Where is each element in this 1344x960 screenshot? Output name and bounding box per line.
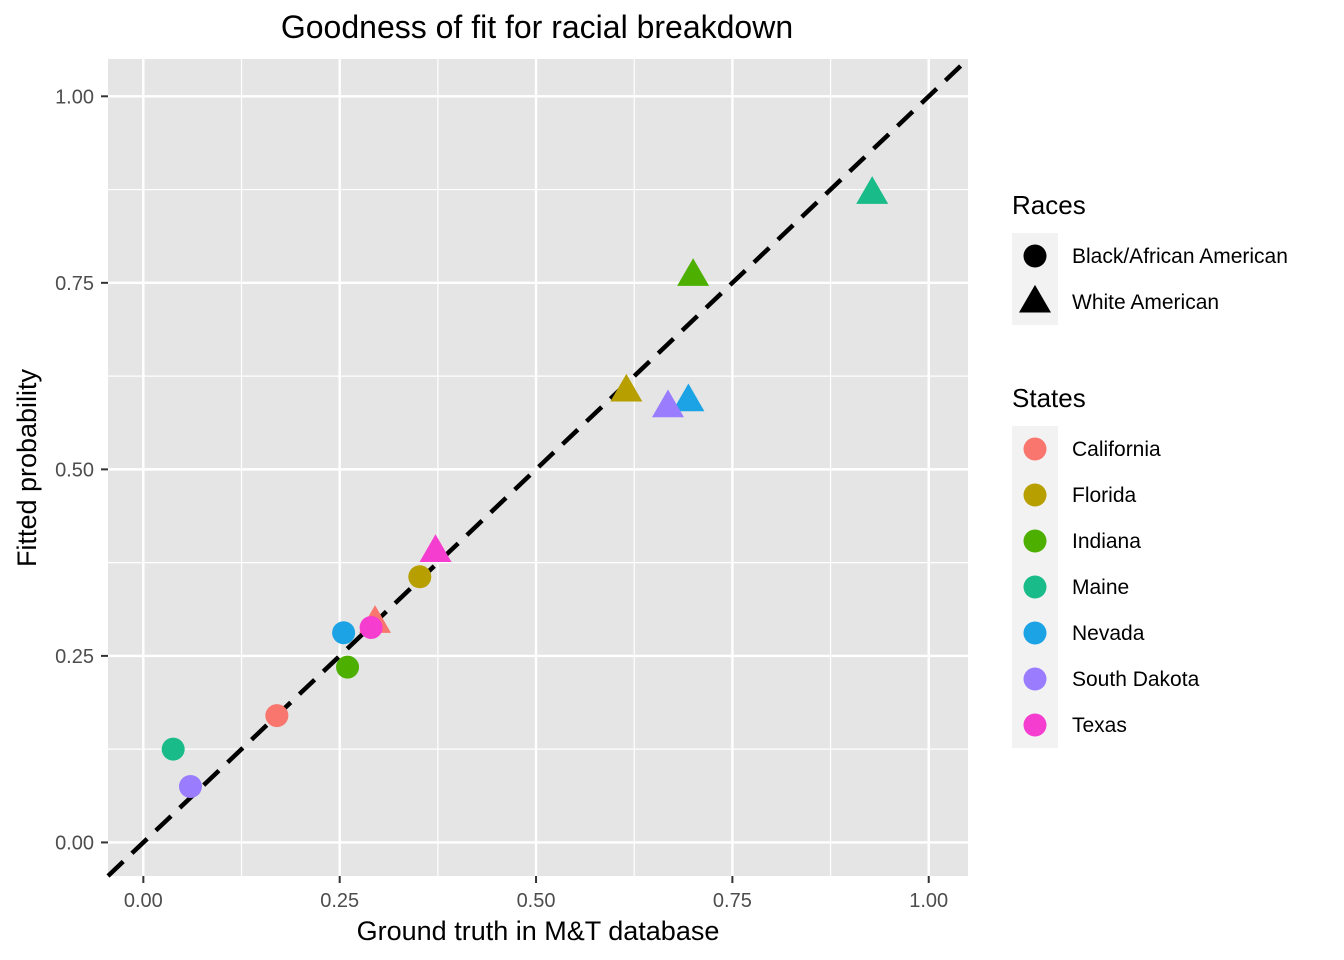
- legend-state-key: [1023, 621, 1047, 645]
- x-tick-label: 0.00: [124, 890, 163, 912]
- legend-races-label: White American: [1072, 291, 1219, 314]
- y-tick-label: 0.00: [55, 832, 94, 854]
- y-tick-label: 0.25: [55, 646, 94, 668]
- chart-title: Goodness of fit for racial breakdown: [281, 9, 793, 45]
- point-florida-black-african-american: [408, 565, 432, 589]
- legend-state-key: [1023, 437, 1047, 461]
- point-nevada-black-african-american: [332, 621, 356, 645]
- legend-races: Races Black/African American White Americ…: [1012, 190, 1288, 325]
- y-tick-label: 1.00: [55, 86, 94, 108]
- point-south-dakota-white-american: [651, 389, 684, 418]
- x-axis-title: Ground truth in M&T database: [357, 916, 720, 946]
- legend-state-key: [1023, 713, 1047, 737]
- point-texas-black-african-american: [359, 616, 383, 640]
- point-south-dakota-black-african-american: [178, 774, 202, 798]
- point-maine-black-african-american: [161, 737, 185, 761]
- y-tick-label: 0.50: [55, 459, 94, 481]
- point-nevada-white-american: [672, 383, 705, 412]
- point-indiana-white-american: [677, 258, 710, 286]
- legend-state-key: [1023, 667, 1047, 691]
- x-tick-label: 1.00: [909, 890, 948, 912]
- data-points: [161, 176, 889, 798]
- point-indiana-black-african-american: [336, 655, 360, 679]
- legend-state-key: [1023, 529, 1047, 553]
- legend-state-key: [1023, 483, 1047, 507]
- y-axis-title: Fitted probability: [12, 368, 42, 567]
- legend-state-label: Indiana: [1072, 530, 1141, 553]
- y-axis-ticks: 0.00 0.25 0.50 0.75 1.00: [55, 86, 108, 854]
- legend-circle-key: [1023, 244, 1047, 268]
- point-california-black-african-american: [265, 704, 289, 728]
- legend-state-label: Nevada: [1072, 622, 1145, 645]
- legend-states-title: States: [1012, 383, 1086, 413]
- x-tick-label: 0.75: [713, 890, 752, 912]
- plot-panel: [108, 59, 968, 876]
- minor-gridlines: [108, 59, 968, 876]
- legend-state-label: Texas: [1072, 714, 1127, 737]
- y-tick-label: 0.75: [55, 273, 94, 295]
- x-tick-label: 0.25: [320, 890, 359, 912]
- x-tick-label: 0.50: [517, 890, 556, 912]
- point-florida-white-american: [610, 373, 643, 402]
- x-axis-ticks: 0.00 0.25 0.50 0.75 1.00: [124, 876, 948, 912]
- point-texas-white-american: [419, 534, 452, 562]
- legend-states: States California Florida Indiana Maine Neva…: [1012, 383, 1200, 748]
- legend-state-key: [1023, 575, 1047, 599]
- point-maine-white-american: [856, 176, 889, 204]
- legend-races-title: Races: [1012, 190, 1086, 220]
- legend-state-label: Maine: [1072, 576, 1129, 599]
- legend-state-label: California: [1072, 438, 1161, 461]
- legend-races-label: Black/African American: [1072, 245, 1288, 268]
- legend-triangle-key: [1019, 284, 1051, 313]
- major-gridlines: [108, 59, 968, 876]
- legend-state-label: South Dakota: [1072, 668, 1200, 691]
- legend-state-label: Florida: [1072, 484, 1137, 507]
